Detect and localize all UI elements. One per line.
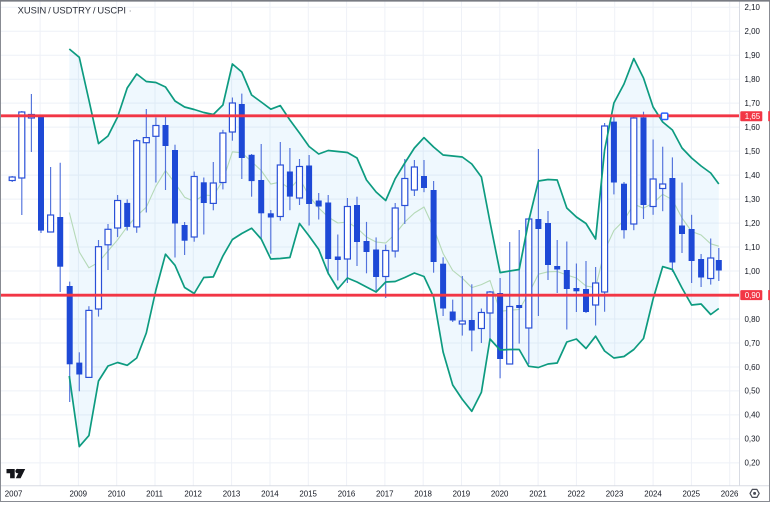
svg-text:2020: 2020 xyxy=(491,489,509,498)
svg-text:1,30: 1,30 xyxy=(745,195,761,204)
svg-text:1,20: 1,20 xyxy=(745,219,761,228)
svg-text:0,90: 0,90 xyxy=(745,291,761,300)
svg-text:2017: 2017 xyxy=(376,489,394,498)
svg-text:2022: 2022 xyxy=(568,489,586,498)
svg-text:0,30: 0,30 xyxy=(745,435,761,444)
svg-text:1,70: 1,70 xyxy=(745,99,761,108)
svg-text:XUSIN / USDTRY / USCPI ·: XUSIN / USDTRY / USCPI · xyxy=(18,5,132,16)
svg-text:2007: 2007 xyxy=(5,489,23,498)
svg-text:2021: 2021 xyxy=(529,489,547,498)
svg-text:2010: 2010 xyxy=(108,489,126,498)
svg-text:2015: 2015 xyxy=(299,489,317,498)
svg-text:1,40: 1,40 xyxy=(745,171,761,180)
svg-text:2011: 2011 xyxy=(146,489,163,498)
svg-text:2023: 2023 xyxy=(606,489,624,498)
svg-text:1,65: 1,65 xyxy=(745,112,761,121)
svg-text:2,10: 2,10 xyxy=(745,3,761,12)
svg-text:2024: 2024 xyxy=(644,489,662,498)
svg-text:2012: 2012 xyxy=(184,489,202,498)
svg-text:1,50: 1,50 xyxy=(745,147,761,156)
svg-text:0,60: 0,60 xyxy=(745,363,761,372)
svg-text:1,10: 1,10 xyxy=(745,243,761,252)
svg-text:1,60: 1,60 xyxy=(745,123,761,132)
svg-text:0,40: 0,40 xyxy=(745,411,761,420)
svg-text:0,80: 0,80 xyxy=(745,315,761,324)
svg-text:0,70: 0,70 xyxy=(745,339,761,348)
svg-text:1,90: 1,90 xyxy=(745,51,761,60)
svg-text:1,00: 1,00 xyxy=(745,267,761,276)
svg-text:0,50: 0,50 xyxy=(745,387,761,396)
svg-text:2013: 2013 xyxy=(223,489,241,498)
svg-text:0,20: 0,20 xyxy=(745,459,761,468)
svg-text:2019: 2019 xyxy=(453,489,471,498)
svg-text:2,00: 2,00 xyxy=(745,27,761,36)
svg-text:2009: 2009 xyxy=(70,489,88,498)
svg-text:2016: 2016 xyxy=(338,489,356,498)
svg-text:2018: 2018 xyxy=(414,489,432,498)
svg-text:2025: 2025 xyxy=(683,489,701,498)
svg-text:2014: 2014 xyxy=(261,489,279,498)
svg-text:2026: 2026 xyxy=(721,489,739,498)
svg-text:1,80: 1,80 xyxy=(745,75,761,84)
